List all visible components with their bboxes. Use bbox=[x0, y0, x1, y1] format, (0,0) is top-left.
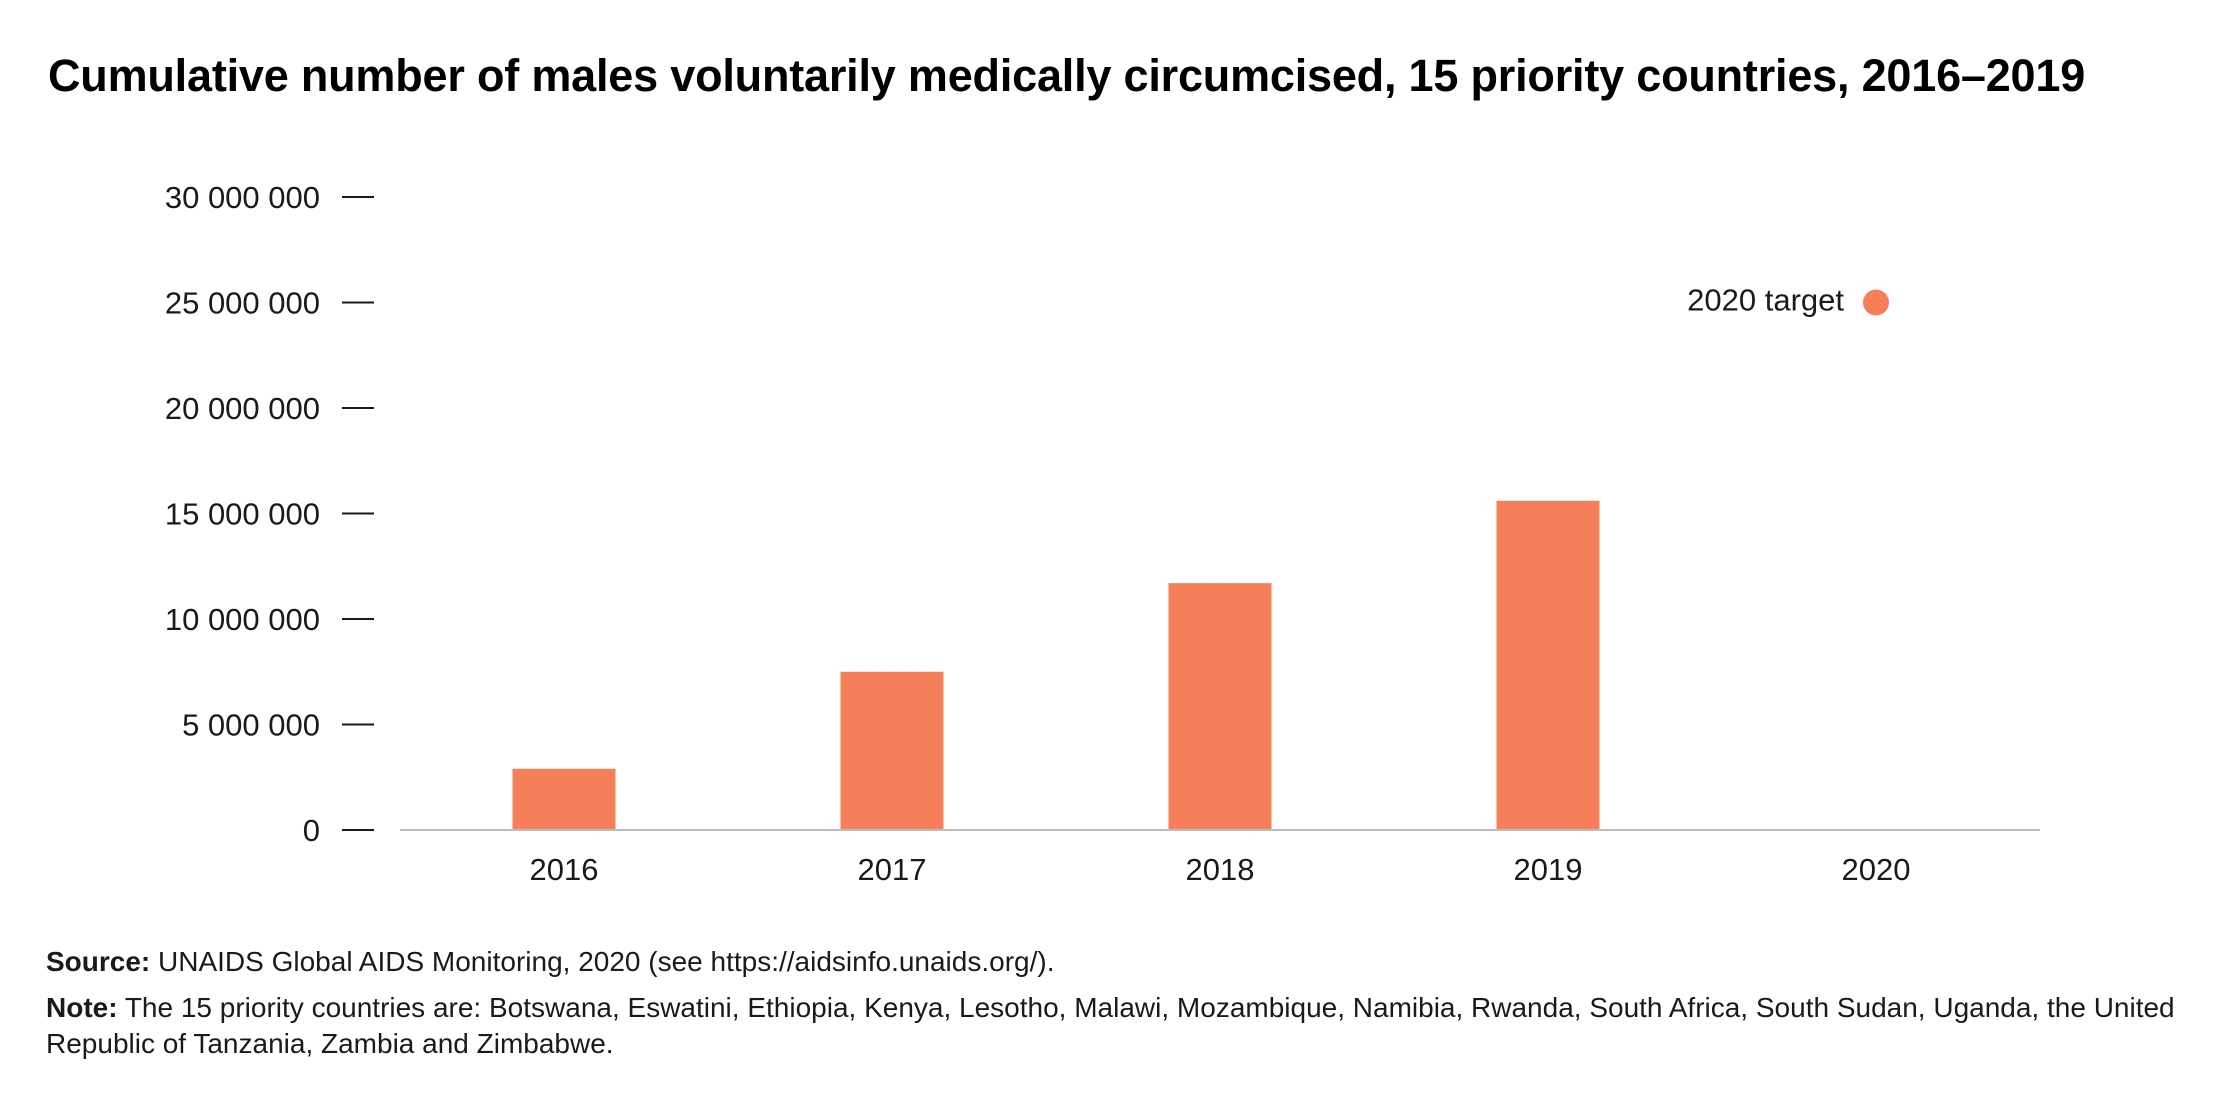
chart-title: Cumulative number of males voluntarily m… bbox=[48, 50, 2086, 101]
x-tick-label: 2017 bbox=[858, 852, 927, 887]
source-line: Source: UNAIDS Global AIDS Monitoring, 2… bbox=[46, 944, 2196, 980]
note-line: Note: The 15 priority countries are: Bot… bbox=[46, 990, 2196, 1062]
source-label: Source: bbox=[46, 946, 151, 977]
target-label: 2020 target bbox=[1687, 283, 1844, 318]
footnotes: Source: UNAIDS Global AIDS Monitoring, 2… bbox=[46, 944, 2196, 1072]
y-tick-label: 10 000 000 bbox=[165, 602, 320, 637]
x-tick-label: 2018 bbox=[1186, 852, 1255, 887]
source-text: UNAIDS Global AIDS Monitoring, 2020 (see… bbox=[158, 946, 1055, 977]
bar-2019 bbox=[1496, 500, 1600, 830]
target-marker bbox=[1863, 289, 1889, 316]
bar-2018 bbox=[1168, 583, 1272, 830]
note-label: Note: bbox=[46, 992, 118, 1023]
y-tick-label: 5 000 000 bbox=[182, 708, 320, 743]
y-tick-label: 20 000 000 bbox=[165, 391, 320, 426]
y-tick-label: 0 bbox=[303, 813, 320, 848]
y-tick-label: 15 000 000 bbox=[165, 497, 320, 532]
bar-2017 bbox=[840, 671, 944, 830]
note-text: The 15 priority countries are: Botswana,… bbox=[46, 992, 2175, 1059]
x-tick-label: 2020 bbox=[1842, 852, 1911, 887]
x-tick-label: 2019 bbox=[1514, 852, 1583, 887]
y-tick-label: 30 000 000 bbox=[165, 180, 320, 215]
bar-2016 bbox=[512, 768, 616, 830]
x-tick-label: 2016 bbox=[530, 852, 599, 887]
y-tick-label: 25 000 000 bbox=[165, 286, 320, 321]
